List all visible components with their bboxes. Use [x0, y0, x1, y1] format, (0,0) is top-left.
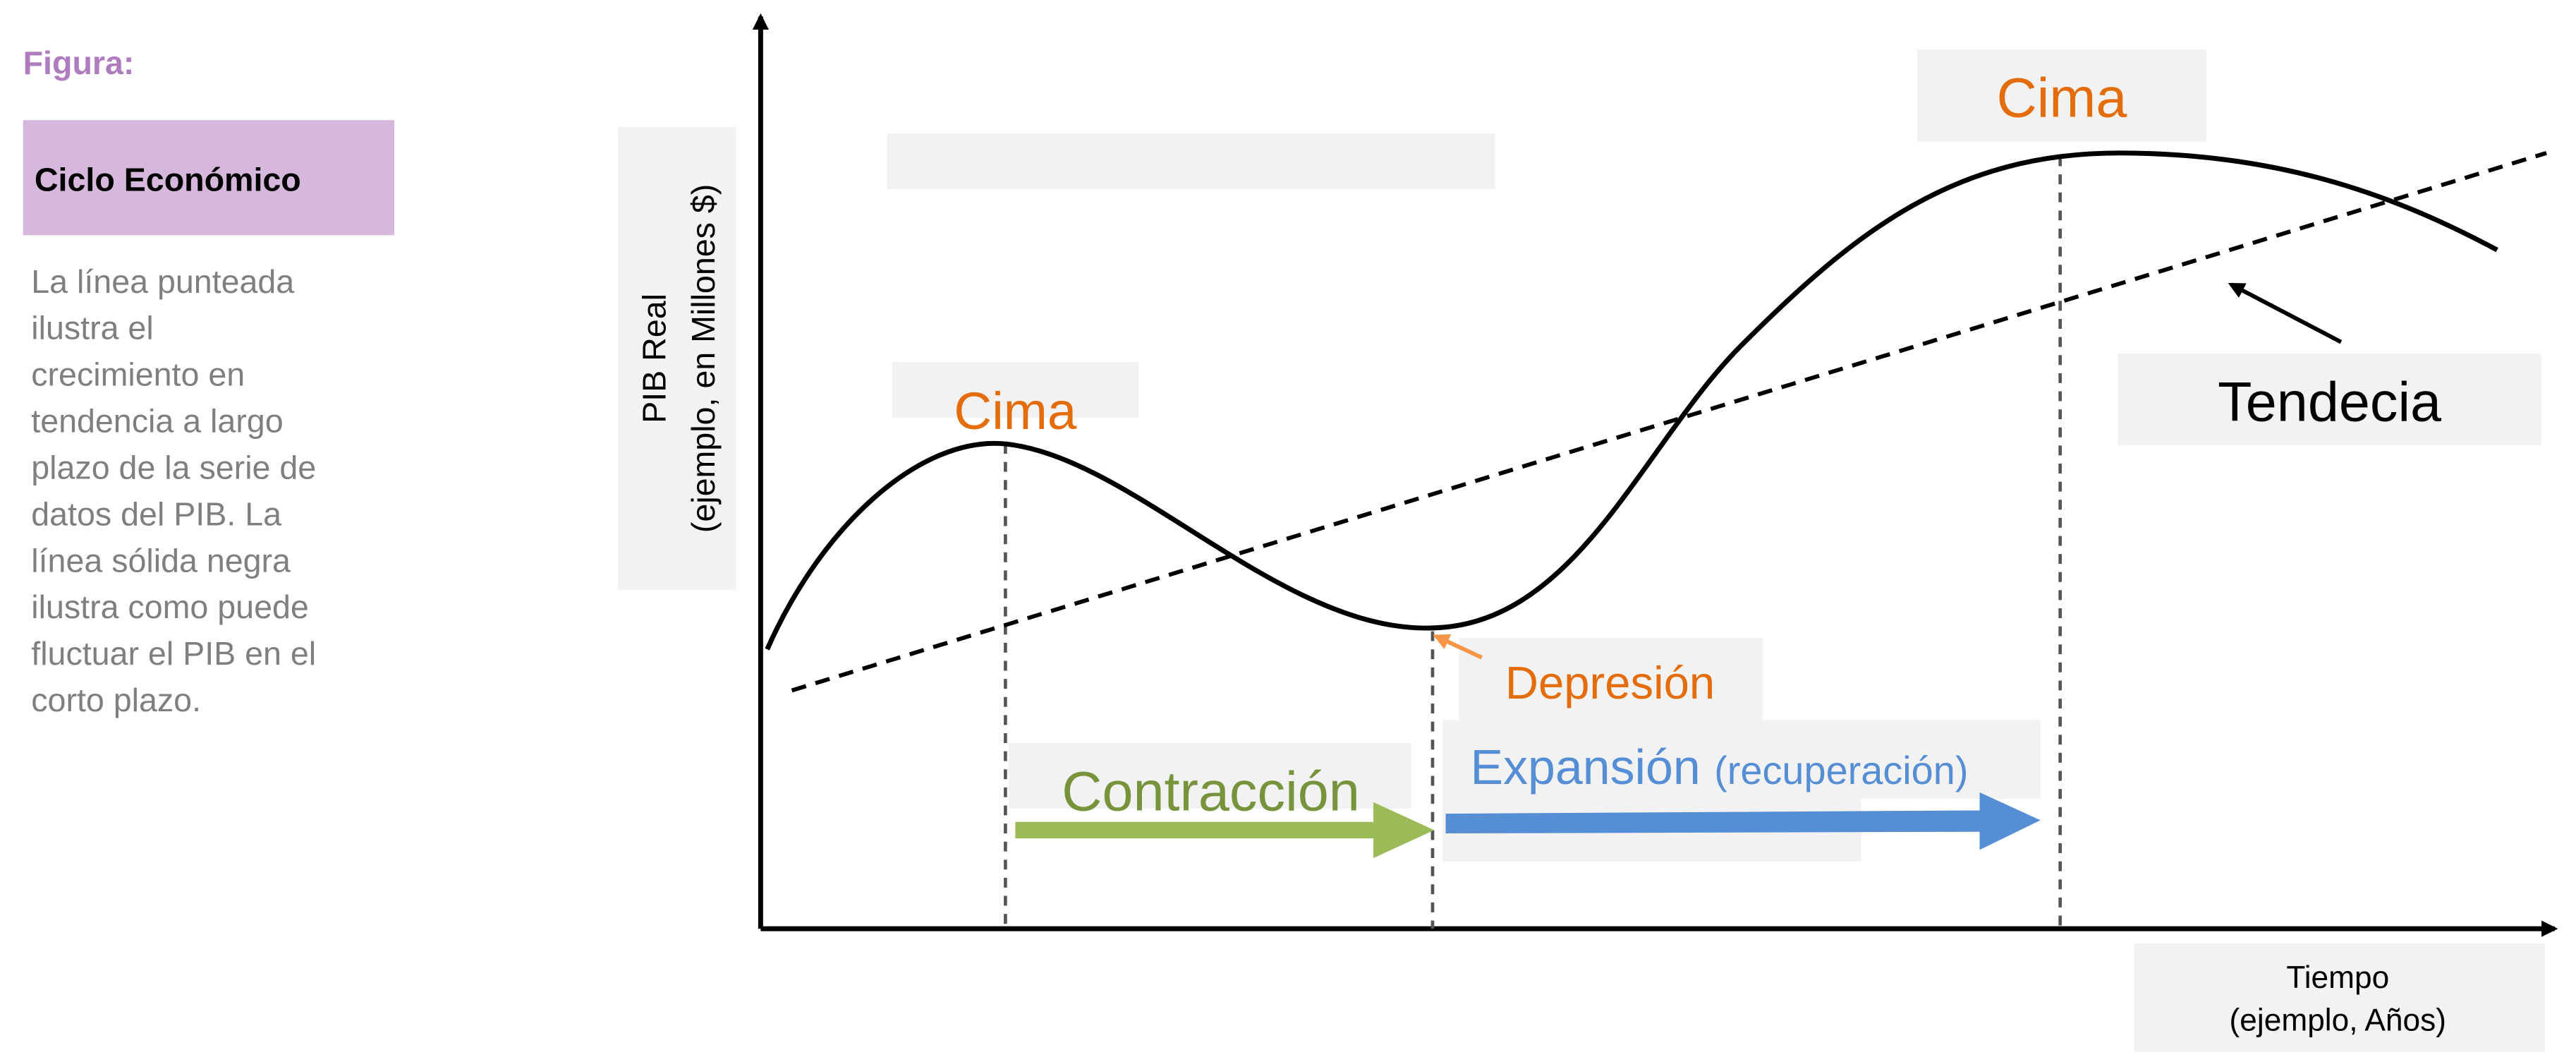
expansion-label: Expansión (recuperación) — [1471, 740, 1969, 795]
description-line: tendencia a largo — [31, 403, 283, 440]
title: Ciclo Económico — [35, 161, 301, 198]
peak-label: Cima — [954, 382, 1076, 440]
reference-lines — [1004, 156, 2062, 929]
x-axis-label: (ejemplo, Años) — [2230, 1003, 2446, 1038]
contraction-label: Contracción — [1062, 759, 1359, 822]
description-line: ilustra el — [31, 310, 153, 346]
label-backgrounds — [617, 49, 2545, 1052]
description-line: plazo de la serie de — [31, 449, 316, 485]
y-axis-label: (ejemplo, en Millones $) — [685, 184, 722, 533]
description-line: crecimiento en — [31, 356, 245, 393]
trough-label: Depresión — [1505, 657, 1715, 708]
description-line: línea sólida negra — [31, 542, 291, 579]
x-axis-label: Tiempo — [2286, 960, 2389, 995]
contraction-arrow — [1015, 802, 1435, 858]
description-line: ilustra como puede — [31, 589, 309, 625]
description-line: datos del PIB. La — [31, 495, 281, 532]
trend-line — [791, 151, 2547, 693]
trend-label: Tendecia — [2218, 370, 2442, 433]
description-line: fluctuar el PIB en el — [31, 635, 316, 672]
description-line: corto plazo. — [31, 682, 201, 718]
peak-label: Cima — [1997, 66, 2128, 129]
expansion-note: (recuperación) — [1714, 748, 1968, 792]
expansion-word: Expansión — [1471, 740, 1701, 795]
description: La línea punteada ilustra el crecimiento e… — [31, 263, 316, 718]
title-box — [23, 120, 394, 236]
y-axis-label: PIB Real — [636, 294, 672, 423]
figure-label: Figura: — [23, 44, 135, 81]
description-line: La línea punteada — [31, 263, 294, 300]
trough-pointer — [1433, 634, 1483, 660]
expansion-arrow — [1445, 792, 2041, 850]
gdp-curve — [765, 150, 2498, 651]
trend-pointer — [2228, 282, 2343, 344]
